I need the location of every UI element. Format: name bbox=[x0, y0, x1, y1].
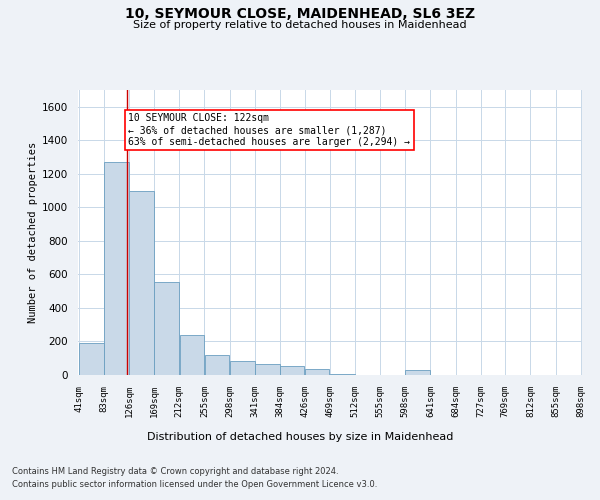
Text: Contains HM Land Registry data © Crown copyright and database right 2024.: Contains HM Land Registry data © Crown c… bbox=[12, 468, 338, 476]
Y-axis label: Number of detached properties: Number of detached properties bbox=[28, 142, 38, 323]
Text: Distribution of detached houses by size in Maidenhead: Distribution of detached houses by size … bbox=[147, 432, 453, 442]
Bar bbox=[79, 343, 104, 375]
Text: Contains public sector information licensed under the Open Government Licence v3: Contains public sector information licen… bbox=[12, 480, 377, 489]
Bar bbox=[406, 370, 430, 375]
Bar bbox=[280, 366, 304, 375]
Bar bbox=[330, 374, 355, 375]
Text: Size of property relative to detached houses in Maidenhead: Size of property relative to detached ho… bbox=[133, 20, 467, 30]
Text: 10 SEYMOUR CLOSE: 122sqm
← 36% of detached houses are smaller (1,287)
63% of sem: 10 SEYMOUR CLOSE: 122sqm ← 36% of detach… bbox=[128, 114, 410, 146]
Bar bbox=[104, 162, 128, 375]
Bar bbox=[305, 369, 329, 375]
Bar bbox=[255, 364, 280, 375]
Bar bbox=[230, 361, 254, 375]
Bar bbox=[154, 282, 179, 375]
Bar bbox=[179, 335, 204, 375]
Text: 10, SEYMOUR CLOSE, MAIDENHEAD, SL6 3EZ: 10, SEYMOUR CLOSE, MAIDENHEAD, SL6 3EZ bbox=[125, 8, 475, 22]
Bar bbox=[129, 192, 154, 375]
Bar bbox=[205, 355, 229, 375]
